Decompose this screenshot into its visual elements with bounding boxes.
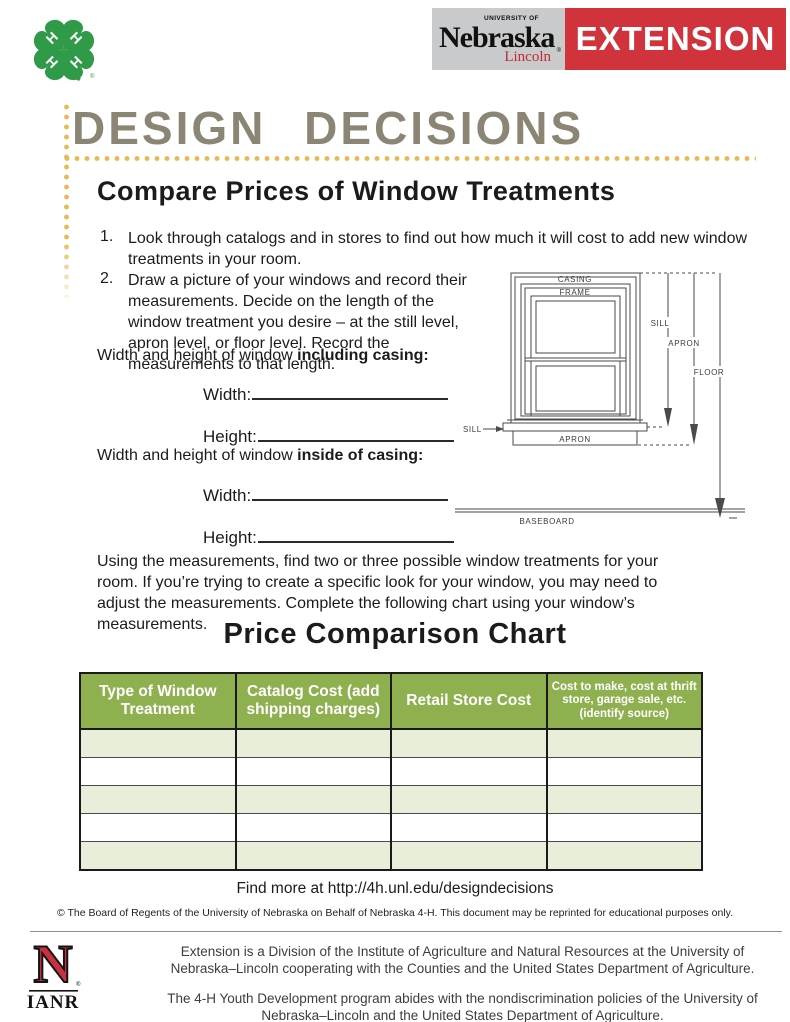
step-number: 1. [100,228,114,245]
university-of-text: UNIVERSITY OF [484,15,539,22]
inside-casing-heading: Width and height of window inside of cas… [97,447,423,465]
find-more-link[interactable]: Find more at http://4h.unl.edu/designdec… [236,880,554,897]
width-label: Width: [203,486,252,505]
table-cell [79,728,237,758]
heading-text: Width and height of window [97,347,298,364]
diagram-apron-arrow-label: APRON [668,339,699,348]
table-row [79,785,703,814]
heading-bold-text: including casing: [297,347,429,364]
table-cell [545,841,703,870]
step-text: Look through catalogs and in stores to f… [128,230,748,268]
table-cell [545,785,703,814]
diagram-apron-board-label: APRON [559,435,590,444]
width-field-inside: Width: [203,480,449,506]
footer-statements: Extension is a Division of the Institute… [165,943,760,1022]
clover-registered-mark: ® [90,73,95,80]
width-label: Width: [203,385,252,404]
table-row [79,757,703,786]
diagram-frame-label: FRAME [560,288,591,297]
table-cell [79,813,237,842]
nebraska-wordmark: UNIVERSITY OF Nebraska Lincoln ® [432,8,565,70]
step-number: 2. [100,270,114,287]
table-cell [390,785,548,814]
table-cell [234,757,392,786]
series-banner-title: DESIGN DECISIONS [72,102,585,154]
dotted-border-vertical [62,102,71,298]
step-item-1: 1. Look through catalogs and in stores t… [100,228,748,270]
blank-line [252,480,449,501]
diagram-casing-label: CASING [558,275,592,284]
table-cell [545,728,703,758]
extension-division-statement: Extension is a Division of the Institute… [170,944,755,976]
copyright-line: © The Board of Regents of the University… [56,907,733,919]
ianr-n-letter: N [34,936,73,994]
table-cell [545,813,703,842]
table-row [79,728,703,758]
blank-line [252,379,449,400]
step-text: Draw a picture of your windows and recor… [128,272,467,373]
table-cell [390,813,548,842]
table-header-row: Type of Window Treatment Catalog Cost (a… [79,673,703,730]
height-label: Height: [203,427,257,446]
table-cell [79,785,237,814]
ianr-text: IANR [27,992,80,1013]
column-header-type: Type of Window Treatment [79,673,237,730]
including-casing-heading: Width and height of window including cas… [97,347,429,365]
height-label: Height: [203,528,257,547]
nondiscrimination-statement: The 4-H Youth Development program abides… [167,991,758,1022]
diagram-sill-arrow-label: SILL [651,319,670,328]
extension-text: EXTENSION [575,20,776,57]
ianr-logo: N ® IANR [27,936,81,1013]
width-field-including: Width: [203,379,449,405]
dotted-border-horizontal [62,154,756,163]
four-h-clover-logo: H H H H ® [33,19,95,81]
table-cell [545,757,703,786]
instructions-paragraph: Using the measurements, find two or thre… [97,553,659,633]
table-row [79,813,703,842]
chart-title: Price Comparison Chart [223,618,567,650]
height-field-including: Height: [203,421,454,447]
table-cell [234,728,392,758]
column-header-other-source: Cost to make, cost at thrift store, gara… [545,673,703,730]
window-diagram: CASING FRAME SILL APRON SILL APRON FLOOR… [455,272,745,526]
diagram-baseboard-label: BASEBOARD [519,517,574,526]
column-header-catalog: Catalog Cost (add shipping charges) [234,673,392,730]
heading-text: Width and height of window [97,447,298,464]
nebraska-extension-logo: UNIVERSITY OF Nebraska Lincoln ® EXTENSI… [432,8,786,70]
price-comparison-table: Type of Window Treatment Catalog Cost (a… [79,672,703,871]
footer-divider [30,931,782,932]
table-cell [79,757,237,786]
table-cell [79,841,237,870]
table-row [79,841,703,870]
ianr-registered-mark: ® [76,981,81,988]
table-cell [234,813,392,842]
diagram-sill-pointer-label: SILL [463,425,482,434]
table-cell [234,785,392,814]
column-header-retail: Retail Store Cost [390,673,548,730]
registered-mark: ® [556,48,561,54]
blank-line [257,522,454,543]
table-cell [390,728,548,758]
blank-line [257,421,454,442]
table-cell [234,841,392,870]
lincoln-text: Lincoln [504,49,551,65]
table-cell [390,841,548,870]
step-item-2: 2. Draw a picture of your windows and re… [100,270,490,375]
page-title: Compare Prices of Window Treatments [97,176,616,206]
heading-bold-text: inside of casing: [297,447,424,464]
nebraska-text: Nebraska [439,21,555,54]
table-cell [390,757,548,786]
diagram-floor-arrow-label: FLOOR [694,368,725,377]
height-field-inside: Height: [203,522,454,548]
extension-banner: EXTENSION [565,8,786,70]
